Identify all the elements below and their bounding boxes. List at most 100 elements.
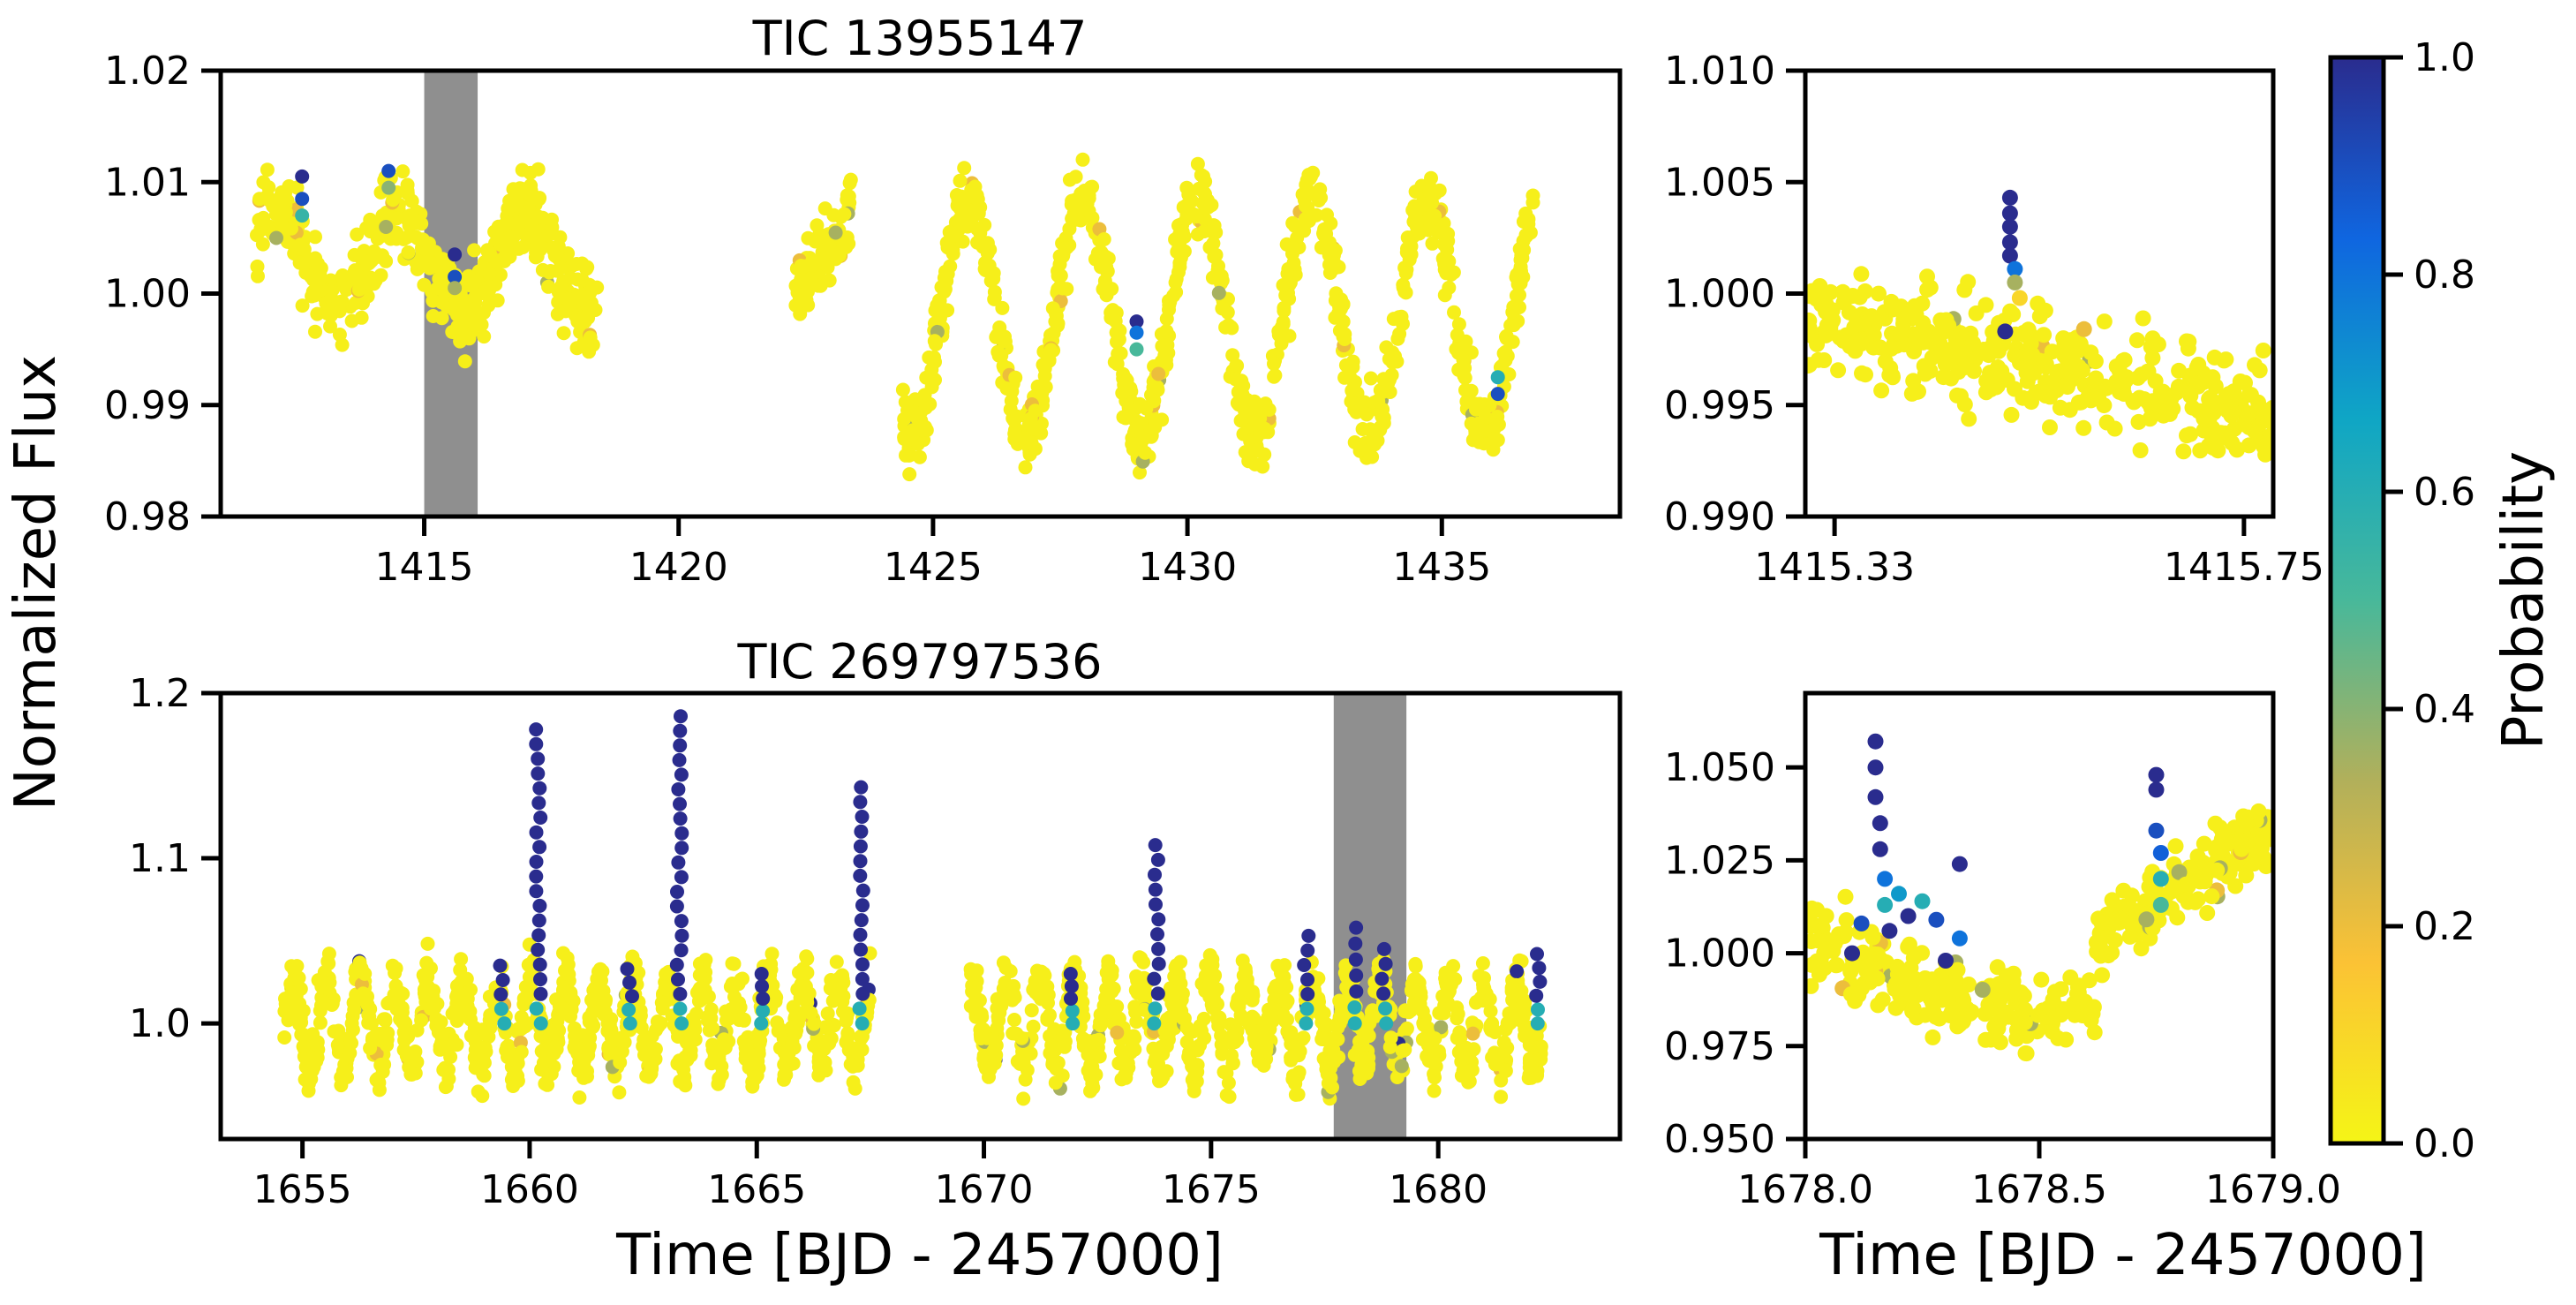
data-point: [927, 350, 941, 365]
data-point: [1525, 1028, 1540, 1043]
data-point: [829, 954, 844, 969]
data-point: [1229, 358, 1244, 373]
data-point: [1049, 308, 1064, 323]
data-point: [915, 419, 930, 434]
data-point: [2167, 838, 2184, 855]
flare-point: [1378, 956, 1393, 971]
flare-point: [855, 957, 870, 972]
data-point: [2075, 419, 2092, 436]
flare-point: [853, 927, 868, 942]
data-point: [291, 970, 306, 985]
data-point: [1280, 267, 1295, 281]
data-point: [714, 1067, 729, 1082]
data-point: [345, 1022, 360, 1037]
data-point: [277, 1030, 292, 1045]
data-point: [1965, 335, 1981, 351]
data-point: [296, 1039, 311, 1054]
data-point: [482, 1013, 497, 1028]
data-point: [846, 1075, 861, 1090]
y-tick-label: 1.01: [104, 160, 191, 205]
data-point: [1272, 977, 1287, 992]
flare-point: [1349, 920, 1364, 935]
data-point: [2070, 394, 2087, 411]
colorbar-tick-label: 1.0: [2414, 35, 2475, 80]
data-point: [443, 1050, 458, 1065]
data-point: [321, 956, 336, 971]
data-point: [1864, 929, 1881, 946]
data-point: [2154, 398, 2171, 415]
data-point: [2003, 406, 2020, 423]
data-point: [1093, 1007, 1108, 1022]
flagged-point: [2148, 781, 2165, 798]
data-point: [401, 245, 416, 260]
data-point: [1171, 265, 1186, 280]
data-point: [1405, 984, 1420, 999]
data-point: [531, 162, 546, 177]
data-point: [575, 256, 590, 271]
data-point: [1943, 1004, 1960, 1021]
data-point: [1469, 401, 1484, 416]
x-tick-label: 1670: [935, 1167, 1034, 1212]
x-axis-label-right: Time [BJD - 2457000]: [1819, 1223, 2427, 1288]
data-point: [2042, 374, 2059, 391]
data-point: [1502, 1014, 1517, 1029]
data-point: [1154, 1039, 1169, 1054]
data-point: [1198, 174, 1213, 189]
data-point: [308, 230, 322, 245]
data-point: [1477, 970, 1491, 985]
data-point: [1450, 1000, 1465, 1015]
data-point: [1157, 1023, 1172, 1038]
flare-point: [1150, 927, 1164, 942]
flare-point: [1530, 947, 1544, 962]
flagged-point: [1914, 893, 1931, 909]
flare-point: [529, 855, 544, 869]
data-point: [605, 1033, 620, 1048]
data-point: [1280, 1024, 1295, 1039]
data-point: [1247, 1011, 1262, 1026]
data-point: [1156, 1069, 1171, 1084]
data-point: [676, 1062, 691, 1077]
data-point: [792, 965, 806, 980]
data-point: [1483, 1021, 1498, 1036]
data-point: [2132, 442, 2149, 458]
data-point: [509, 217, 524, 232]
flagged-point: [1853, 915, 1870, 932]
data-point: [939, 265, 953, 280]
flare-point: [1376, 986, 1391, 1001]
flare-point: [756, 992, 771, 1006]
data-point: [927, 334, 942, 349]
data-point: [1396, 277, 1411, 292]
data-point: [1892, 326, 1909, 342]
data-point: [556, 326, 571, 341]
data-point: [993, 331, 1008, 346]
flare-point: [1376, 941, 1391, 956]
flare-point: [493, 958, 508, 973]
data-point: [1076, 1009, 1091, 1024]
flare-point: [1347, 1000, 1362, 1015]
data-point: [476, 1067, 491, 1082]
data-point: [434, 311, 449, 326]
data-point: [1905, 1000, 1922, 1017]
data-point: [604, 1022, 619, 1037]
data-point: [833, 980, 848, 995]
data-point: [313, 1015, 328, 1030]
data-point: [1048, 1075, 1063, 1090]
axis-ticks: 1678.0 1678.5 1679.00.9500.9751.0001.0251.…: [1664, 745, 2341, 1212]
data-point: [541, 228, 556, 243]
x-tick-label: 1430: [1138, 545, 1237, 590]
data-point: [1259, 1023, 1274, 1038]
data-point: [439, 1079, 454, 1094]
data-point: [2062, 332, 2079, 349]
data-point: [2042, 388, 2059, 405]
flare-point: [622, 975, 636, 990]
flagged-point: [1872, 815, 1888, 832]
data-point: [585, 1020, 600, 1035]
flare-point: [1348, 936, 1363, 951]
data-point: [1096, 232, 1111, 246]
flare-point: [532, 840, 547, 855]
data-point: [363, 212, 378, 227]
data-point: [2256, 849, 2272, 866]
data-point: [538, 1076, 553, 1091]
data-point: [1415, 1004, 1430, 1019]
